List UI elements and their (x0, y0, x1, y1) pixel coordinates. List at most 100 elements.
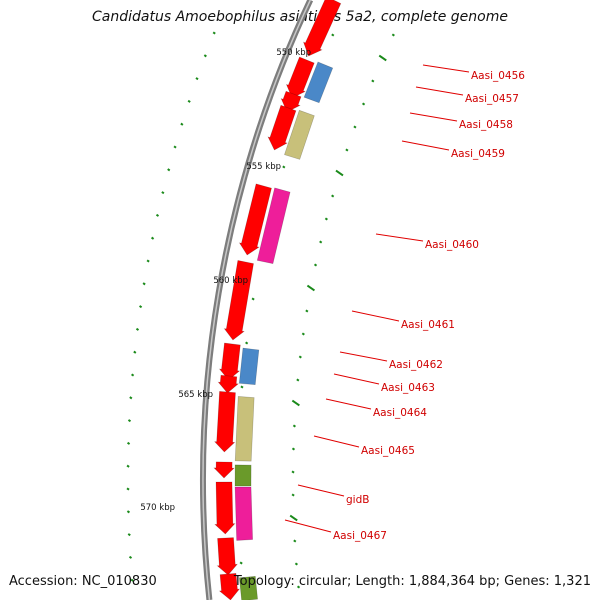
minor-tick (150, 236, 155, 240)
minor-tick (305, 309, 309, 313)
topology-text: Topology: circular; Length: 1,884,364 bp… (233, 574, 591, 589)
minor-tick (126, 441, 131, 445)
minor-tick (129, 396, 133, 400)
cds-arrow (280, 90, 302, 113)
minor-tick (296, 378, 300, 382)
minor-tick (138, 305, 143, 309)
cds-arrow (267, 104, 297, 151)
kbp-label: 560 kbp (213, 276, 248, 286)
gene-label-Aasi_0467: Aasi_0467 (333, 530, 387, 542)
minor-tick (291, 493, 295, 497)
cds-arrow (213, 461, 235, 479)
backbone-highlight (202, 0, 312, 600)
minor-tick (345, 148, 349, 152)
minor-tick (133, 350, 137, 354)
major-tick (306, 284, 316, 292)
minor-tick (195, 77, 199, 81)
minor-tick (126, 487, 130, 491)
minor-tick (353, 125, 357, 129)
minor-tick (142, 282, 146, 286)
accession-text: Accession: NC_010830 (9, 574, 157, 589)
cds-arrow (217, 374, 239, 394)
label-leader (409, 112, 458, 122)
minor-tick (240, 385, 244, 389)
minor-tick (298, 355, 302, 359)
cds-block-olive (239, 575, 258, 600)
kbp-label: 565 kbp (178, 390, 213, 400)
gene-label-gidB: gidB (346, 494, 369, 506)
gene-label-Aasi_0463: Aasi_0463 (381, 382, 435, 394)
minor-tick (146, 259, 150, 263)
cds-block-blue (303, 61, 334, 104)
minor-tick (361, 102, 366, 106)
gene-label-Aasi_0464: Aasi_0464 (373, 407, 427, 419)
gene-label-Aasi_0459: Aasi_0459 (451, 148, 505, 160)
kbp-label: 570 kbp (140, 503, 175, 513)
label-leader (351, 310, 400, 322)
cds-block-khaki (234, 396, 255, 462)
cds-arrow (216, 537, 238, 576)
cds-block-magenta (256, 187, 291, 264)
minor-tick (187, 99, 191, 103)
major-tick (378, 54, 387, 62)
cds-block-olive (234, 464, 252, 487)
major-tick (335, 169, 344, 177)
minor-tick (128, 555, 133, 559)
minor-tick (127, 419, 132, 423)
minor-tick (127, 533, 131, 537)
minor-tick (294, 562, 298, 566)
gene-label-Aasi_0461: Aasi_0461 (401, 319, 455, 331)
tick-marks (126, 31, 395, 589)
cds-block-blue (238, 347, 260, 386)
cds-block-khaki (284, 109, 315, 160)
minor-tick (251, 297, 255, 301)
minor-tick (131, 373, 135, 377)
major-tick (291, 399, 300, 407)
minor-tick (291, 470, 295, 474)
label-leaders (284, 64, 470, 533)
cds-arrow (218, 342, 241, 381)
kbp-label: 555 kbp (246, 162, 281, 172)
label-leader (297, 484, 345, 497)
minor-tick (155, 213, 160, 217)
cds-arrow (223, 260, 254, 341)
minor-tick (296, 585, 301, 589)
gene-labels: Aasi_0456 Aasi_0457 Aasi_0458 Aasi_0459 Aasi… (333, 70, 525, 542)
label-leader (284, 519, 332, 533)
gene-label-Aasi_0465: Aasi_0465 (361, 445, 415, 457)
kbp-label: 550 kbp (276, 48, 311, 58)
gene-label-Aasi_0458: Aasi_0458 (459, 119, 513, 131)
label-leader (401, 140, 450, 151)
minor-tick (282, 165, 286, 169)
minor-tick (167, 168, 171, 172)
gene-label-Aasi_0460: Aasi_0460 (425, 239, 479, 251)
cds-arrow (213, 391, 236, 453)
minor-tick (212, 31, 216, 35)
gene-label-Aasi_0462: Aasi_0462 (389, 359, 443, 371)
minor-tick (313, 263, 318, 267)
minor-tick (126, 510, 130, 514)
minor-tick (331, 33, 335, 37)
label-leader (415, 86, 464, 96)
cds-arrow (214, 481, 236, 535)
cds-arrow (285, 56, 315, 99)
minor-tick (292, 424, 296, 428)
minor-tick (161, 191, 165, 195)
minor-tick (293, 539, 297, 543)
cds-arrow (238, 183, 272, 256)
minor-tick (291, 447, 296, 451)
minor-tick (173, 145, 177, 149)
gene-label-Aasi_0456: Aasi_0456 (471, 70, 525, 82)
minor-tick (371, 79, 375, 83)
minor-tick (319, 240, 323, 244)
backbone (200, 0, 314, 600)
major-tick (289, 514, 298, 522)
minor-tick (391, 33, 395, 37)
minor-tick (203, 54, 207, 58)
cds-block-magenta (234, 486, 253, 541)
label-leader (422, 64, 470, 73)
minor-tick (301, 332, 305, 336)
cds-arrow (218, 572, 241, 600)
minor-tick (331, 194, 335, 198)
